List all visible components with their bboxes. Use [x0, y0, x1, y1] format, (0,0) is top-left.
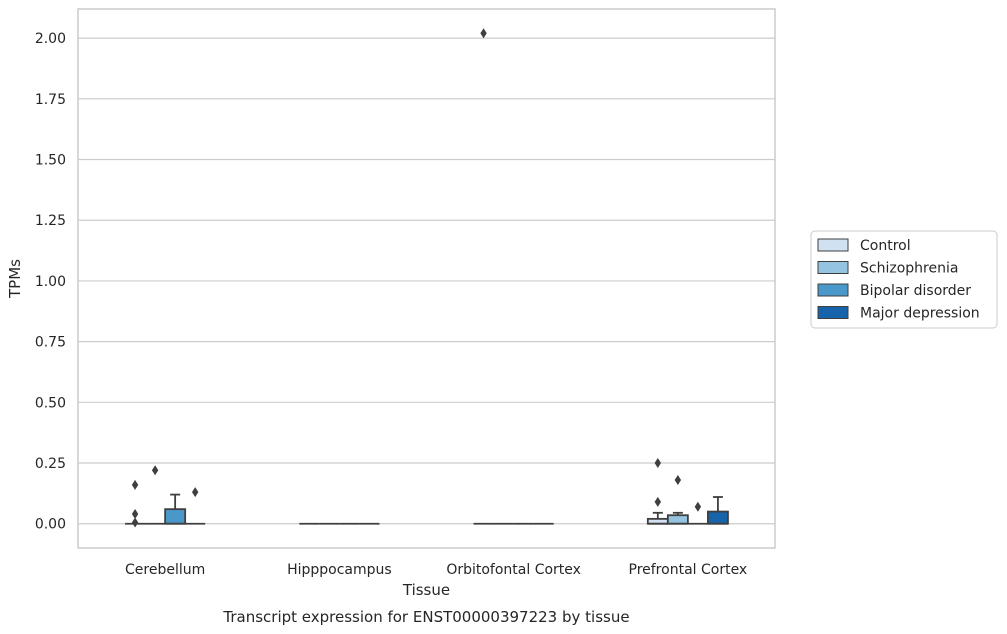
box [707, 510, 729, 525]
y-tick-label: 0.75 [35, 335, 66, 351]
y-tick-label: 1.75 [35, 92, 66, 108]
legend-label: Bipolar disorder [860, 283, 971, 299]
x-axis-label: Tissue [402, 581, 450, 599]
legend: Control Schizophrenia Bipolar disorder Majo… [810, 230, 998, 329]
legend-swatch [817, 261, 849, 274]
x-tick-label: Hipppocampus [287, 562, 392, 578]
x-tick-labels: Cerebellum Hipppocampus Orbitofontal Corte… [125, 562, 747, 578]
outlier-point [131, 479, 139, 490]
outlier-point [480, 28, 487, 39]
y-tick-label: 1.50 [35, 153, 66, 169]
x-tick-label: Cerebellum [125, 562, 205, 578]
boxes [125, 28, 729, 528]
outlier-point [131, 509, 139, 520]
gridlines [78, 37, 775, 525]
y-tick-label: 0.25 [35, 456, 66, 472]
chart-caption: Transcript expression for ENST0000039722… [222, 608, 629, 626]
y-tick-label: 0.00 [35, 517, 66, 533]
outlier-point [674, 475, 682, 486]
legend-swatch [817, 283, 849, 297]
y-axis-label: TPMs [6, 259, 24, 299]
outlier-point [654, 496, 662, 507]
legend-label: Schizophrenia [860, 261, 958, 277]
box [164, 508, 187, 525]
outlier-point [151, 465, 159, 476]
outlier-point [654, 458, 662, 469]
outlier-point [694, 501, 702, 512]
legend-swatch [817, 238, 849, 252]
y-tick-labels: 0.00 0.25 0.50 0.75 1.00 1.25 1.50 1.75 2.00 [35, 31, 66, 533]
y-tick-label: 1.25 [35, 213, 66, 229]
legend-swatch [817, 306, 849, 319]
legend-label: Major depression [860, 306, 980, 322]
x-tick-label: Orbitofontal Cortex [446, 562, 581, 578]
y-tick-label: 1.00 [35, 274, 66, 290]
x-tick-label: Prefrontal Cortex [629, 562, 748, 578]
y-tick-label: 0.50 [35, 395, 66, 411]
box [666, 514, 689, 525]
plot-frame [77, 8, 776, 549]
outlier-point [131, 517, 139, 528]
y-tick-label: 2.00 [35, 31, 66, 47]
legend-label: Control [860, 238, 911, 254]
outlier-point [191, 487, 199, 498]
legend-frame [810, 230, 998, 329]
